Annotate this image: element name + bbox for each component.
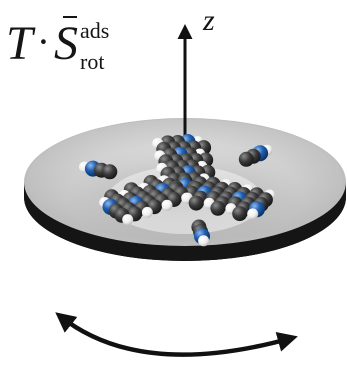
z-axis-label: z	[203, 4, 215, 37]
formula-subscript: rot	[80, 49, 105, 74]
hydrogen-atom	[161, 199, 173, 211]
formula-scripts: ads rot	[80, 20, 136, 80]
hydrogen-atom	[247, 208, 259, 220]
carbon-atom	[238, 151, 254, 167]
molecule	[79, 134, 276, 247]
hydrogen-atom	[141, 206, 153, 218]
hydrogen-atom	[122, 214, 134, 226]
rotational-entropy-formula: T ·S ads rot	[6, 16, 136, 80]
hydrogen-atom	[198, 235, 210, 247]
formula-superscript: ads	[80, 18, 110, 43]
carbon-atom	[210, 200, 226, 216]
carbon-atom	[188, 195, 204, 211]
carbon-atom	[232, 206, 248, 222]
formula-symbol-s: S	[54, 16, 79, 70]
rotation-arrow-icon	[55, 312, 298, 357]
formula-symbol-t: T	[6, 17, 33, 70]
formula-operator: ·	[36, 19, 51, 64]
carbon-atom	[102, 164, 118, 180]
